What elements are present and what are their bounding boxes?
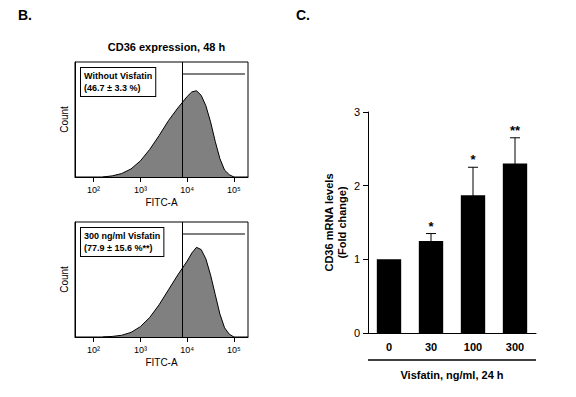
svg-text:(46.7 ± 3.3 %): (46.7 ± 3.3 %) <box>84 83 140 93</box>
svg-text:300: 300 <box>506 341 524 353</box>
svg-text:3: 3 <box>354 106 360 118</box>
svg-text:*: * <box>428 219 434 234</box>
svg-text:B.: B. <box>18 7 32 23</box>
svg-text:*: * <box>470 152 476 167</box>
svg-text:10²: 10² <box>87 185 100 195</box>
svg-text:10⁴: 10⁴ <box>180 185 194 195</box>
svg-text:0: 0 <box>354 327 360 339</box>
svg-text:FITC-A: FITC-A <box>145 357 178 368</box>
svg-text:Count: Count <box>59 106 70 133</box>
svg-text:Visfatin, ng/ml, 24 h: Visfatin, ng/ml, 24 h <box>400 369 503 381</box>
svg-text:CD36 expression, 48 h: CD36 expression, 48 h <box>108 41 226 53</box>
svg-text:CD36 mRNA levels: CD36 mRNA levels <box>323 173 335 271</box>
svg-text:C.: C. <box>296 7 310 23</box>
svg-text:**: ** <box>510 123 521 138</box>
svg-text:Count: Count <box>59 266 70 293</box>
svg-text:(77.9 ± 15.6 %**): (77.9 ± 15.6 %**) <box>84 243 152 253</box>
svg-text:10²: 10² <box>87 345 100 355</box>
svg-text:FITC-A: FITC-A <box>145 197 178 208</box>
svg-text:10³: 10³ <box>134 345 147 355</box>
svg-text:10⁵: 10⁵ <box>227 345 241 355</box>
svg-text:Without Visfatin: Without Visfatin <box>84 71 152 81</box>
svg-text:10⁴: 10⁴ <box>180 345 194 355</box>
svg-text:2: 2 <box>354 180 360 192</box>
svg-text:(Fold change): (Fold change) <box>336 186 348 258</box>
svg-text:30: 30 <box>425 341 437 353</box>
svg-text:100: 100 <box>464 341 482 353</box>
svg-text:1: 1 <box>354 253 360 265</box>
svg-text:10³: 10³ <box>134 185 147 195</box>
svg-text:10⁵: 10⁵ <box>227 185 241 195</box>
svg-text:0: 0 <box>386 341 392 353</box>
svg-text:300 ng/ml Visfatin: 300 ng/ml Visfatin <box>84 231 160 241</box>
